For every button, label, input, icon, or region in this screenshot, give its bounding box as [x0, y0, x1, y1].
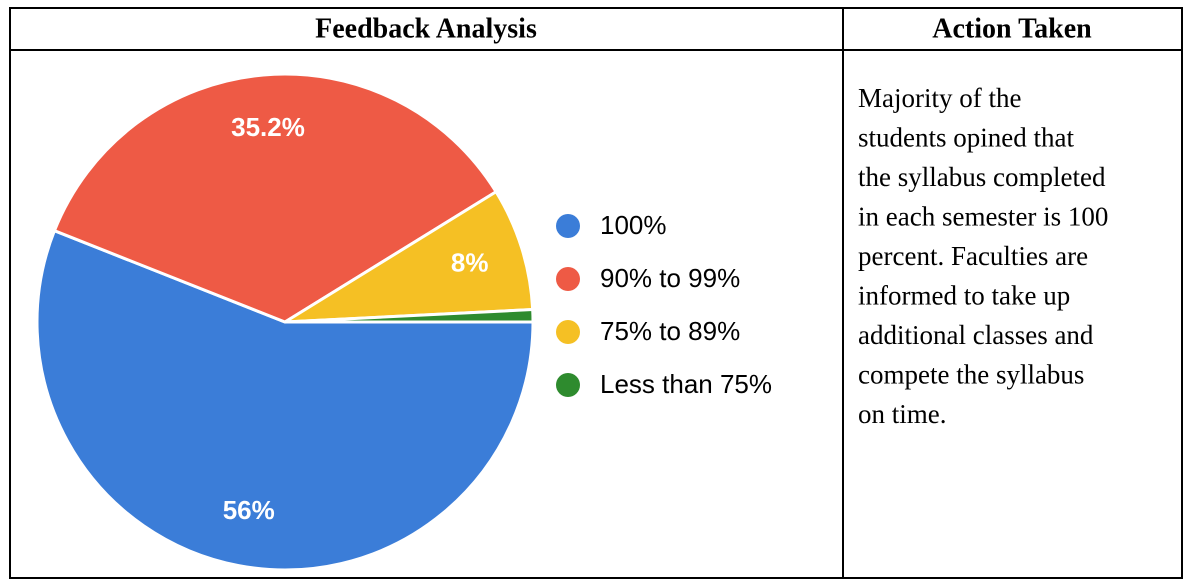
- pie-slice: [284, 189, 535, 324]
- text-line: the syllabus completed: [858, 162, 1106, 192]
- legend-label: 90% to 99%: [600, 263, 740, 293]
- text-line: in each semester is 100: [858, 202, 1108, 232]
- legend-label: Less than 75%: [600, 369, 772, 399]
- legend: 100% 90% to 99% 75% to 89% Less than 75%: [556, 210, 772, 399]
- pie-chart: 56% 35.2% 8%: [35, 72, 535, 572]
- legend-swatch: [556, 320, 580, 344]
- header: Action Taken: [932, 13, 1092, 44]
- text-line: additional classes and: [858, 320, 1094, 350]
- pie-slice: [284, 307, 535, 324]
- legend-swatch: [556, 214, 580, 238]
- legend-label: 75% to 89%: [600, 316, 740, 346]
- text-line: Majority of the: [858, 83, 1021, 113]
- text-line: students opined that: [858, 123, 1074, 153]
- pie-slice: [52, 72, 499, 324]
- legend-swatch: [556, 267, 580, 291]
- text-line: compete the syllabus: [858, 360, 1084, 390]
- header: Feedback Analysis: [315, 13, 537, 44]
- text-line: on time.: [858, 399, 947, 429]
- action-text: Majority of the students opined that the s…: [858, 83, 1108, 429]
- legend-label: 100%: [600, 210, 667, 240]
- pie-slice: [35, 228, 535, 572]
- legend-swatch: [556, 373, 580, 397]
- data-label: 56%: [223, 495, 275, 525]
- text-line: informed to take up: [858, 281, 1070, 311]
- text-line: percent. Faculties are: [858, 241, 1088, 271]
- data-label: 8%: [451, 247, 489, 277]
- data-label: 35.2%: [231, 112, 305, 142]
- table-border: [9, 7, 1183, 579]
